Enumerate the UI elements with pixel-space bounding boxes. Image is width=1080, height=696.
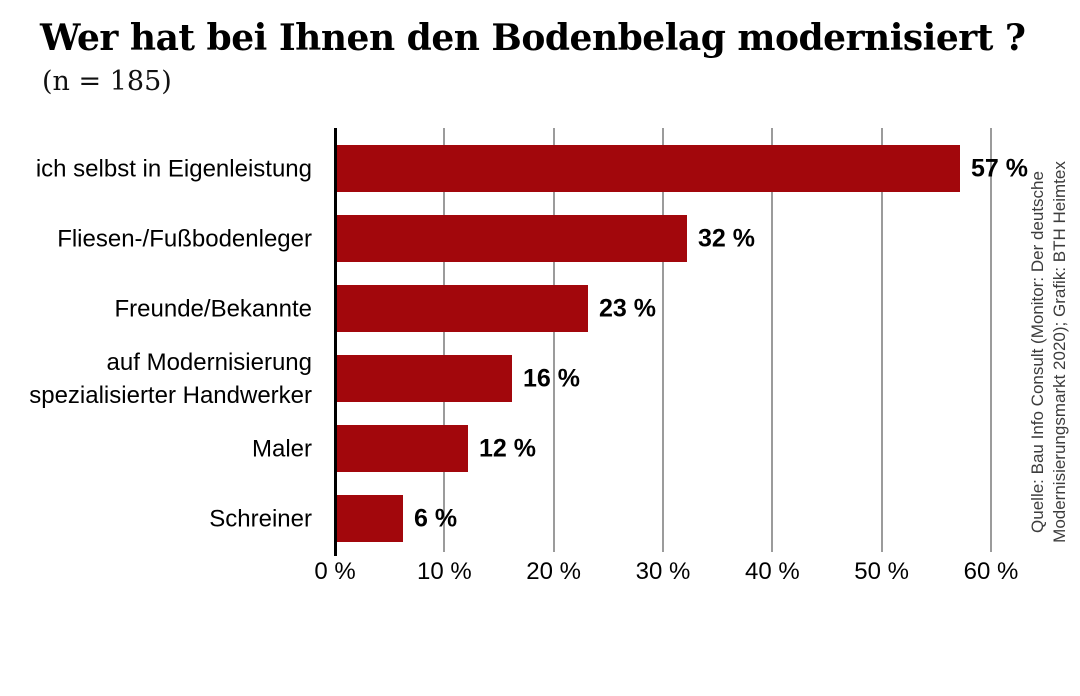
source-line-2: Modernisierungsmarkt 2020); Grafik: BTH … — [1050, 161, 1069, 543]
gridline-60-percent — [990, 128, 992, 552]
y-axis-line — [334, 128, 337, 556]
source-line-1: Quelle: Bau Info Consult (Monitor: Der d… — [1028, 171, 1047, 533]
bar-value-label: 16 % — [523, 364, 580, 392]
gridline-40-percent — [771, 128, 774, 552]
category-label: Maler — [0, 432, 312, 465]
bar-value-label: 32 % — [698, 224, 755, 252]
chart-title: Wer hat bei Ihnen den Bodenbelag moderni… — [40, 17, 1026, 59]
gridline-20-percent — [552, 128, 555, 552]
category-label: auf Modernisierung spezialisierter Handwe… — [0, 346, 312, 412]
x-axis-tick-label: 30 % — [635, 558, 691, 585]
category-label-line: Schreiner — [209, 505, 312, 532]
category-label-line: Maler — [251, 435, 312, 462]
gridline-10-percent — [443, 128, 446, 552]
sample-size-label: (n = 185) — [42, 66, 172, 97]
source-attribution: Quelle: Bau Info Consult (Monitor: Der d… — [1027, 142, 1071, 562]
bar-value-label: 12 % — [479, 434, 536, 462]
bar-value-label: 57 % — [971, 154, 1028, 182]
bar-32-percent — [337, 215, 687, 262]
bar-23-percent — [337, 285, 588, 332]
x-axis-tick-label: 60 % — [963, 558, 1019, 585]
x-axis-tick-label: 10 % — [416, 558, 472, 585]
category-label: Freunde/Bekannte — [0, 292, 312, 325]
gridline-50-percent — [880, 128, 883, 552]
bar-value-label: 23 % — [599, 294, 656, 322]
category-label-line: Freunde/Bekannte — [114, 295, 312, 322]
category-label-line: auf Modernisierung — [106, 348, 312, 376]
bar-57-percent — [337, 145, 960, 192]
category-label-line: ich selbst in Eigenleistung — [35, 155, 312, 182]
x-axis-tick-label: 0 % — [314, 558, 356, 585]
x-axis-tick-label: 50 % — [854, 558, 909, 585]
x-axis-tick-label: 20 % — [526, 558, 581, 585]
bar-12-percent — [337, 425, 468, 472]
category-label: Fliesen-/Fußbodenleger — [0, 222, 312, 255]
x-axis-tick-label: 40 % — [744, 558, 800, 585]
bar-value-label: 6 % — [414, 504, 458, 532]
category-label: ich selbst in Eigenleistung — [0, 152, 312, 185]
bar-6-percent — [337, 495, 403, 542]
category-label-line: Fliesen-/Fußbodenleger — [57, 225, 312, 252]
category-label-line: spezialisierter Handwerker — [29, 381, 312, 409]
gridline-30-percent — [662, 128, 664, 552]
bar-16-percent — [337, 355, 512, 402]
category-label: Schreiner — [0, 502, 312, 535]
